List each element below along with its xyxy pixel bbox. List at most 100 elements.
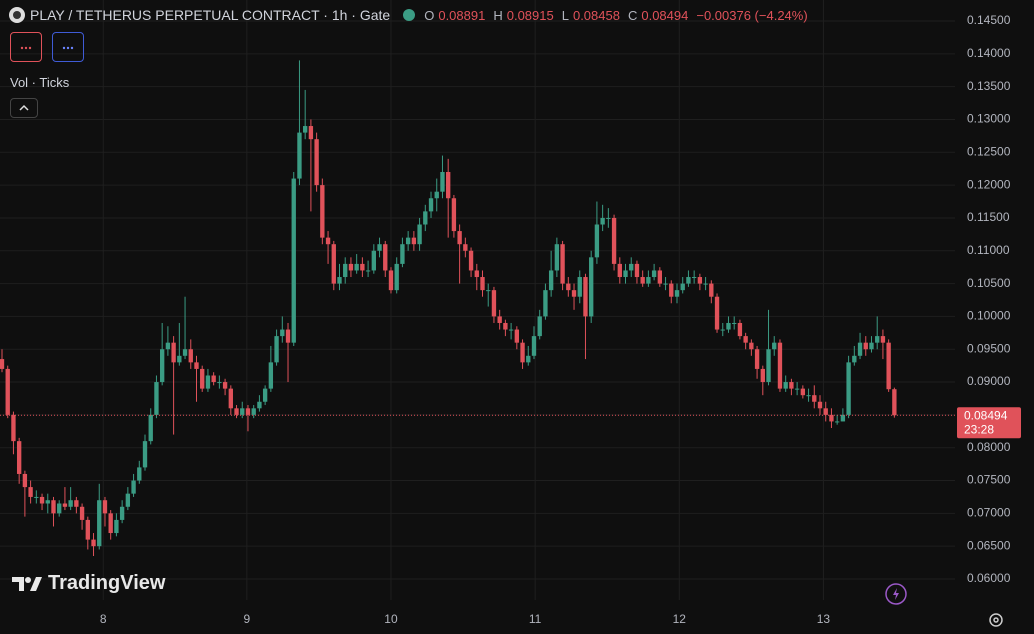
- candle-body: [697, 277, 703, 284]
- candle-body: [646, 277, 651, 284]
- candle-body: [343, 263, 348, 278]
- candle-body: [131, 480, 136, 494]
- candle-body: [611, 217, 617, 264]
- y-tick-label: 0.14000: [967, 46, 1011, 60]
- candle-body: [852, 355, 857, 363]
- candle-body: [411, 237, 417, 245]
- candle-body: [543, 290, 548, 317]
- candle-body: [320, 185, 325, 238]
- last-price-box: [957, 407, 1021, 439]
- candle-body: [840, 414, 846, 422]
- candle-body: [623, 270, 628, 278]
- candle-body: [434, 191, 439, 199]
- y-tick-label: 0.12500: [967, 144, 1011, 158]
- candle-body: [337, 277, 342, 284]
- indicator-button[interactable]: [10, 32, 42, 62]
- candle-body: [200, 368, 205, 389]
- candle-body: [526, 355, 531, 363]
- y-tick-label: 0.11500: [967, 210, 1010, 224]
- candle-body: [34, 496, 39, 498]
- candle-body: [508, 329, 514, 331]
- candle-body: [474, 270, 479, 278]
- candle-body: [5, 368, 10, 415]
- candle-body: [497, 316, 502, 323]
- candle-body: [308, 126, 314, 140]
- candle-body: [377, 244, 382, 251]
- header: PLAY / TETHERUS PERPETUAL CONTRACT · 1h …: [8, 6, 808, 24]
- candle-body: [875, 336, 880, 343]
- candle-body: [388, 270, 394, 291]
- candle-body: [892, 389, 897, 416]
- candle-body: [297, 132, 302, 179]
- candle-body: [600, 217, 605, 225]
- candle-body: [720, 329, 725, 331]
- candle-body: [11, 414, 16, 442]
- candle-body: [789, 382, 794, 389]
- lightning-icon[interactable]: [884, 582, 908, 606]
- candle-body: [291, 178, 296, 343]
- candle-body: [686, 277, 691, 284]
- y-tick-label: 0.10000: [967, 309, 1011, 323]
- candle-body: [51, 500, 56, 514]
- candle-body: [812, 395, 817, 402]
- ohlc-value: 0.08458: [572, 7, 620, 23]
- candle-body: [28, 487, 33, 497]
- candle-body: [451, 198, 457, 232]
- candle-body: [268, 362, 274, 389]
- settings-icon[interactable]: [986, 610, 1006, 630]
- candle-body: [400, 244, 405, 264]
- chevron-icon: [19, 104, 29, 111]
- candle-body: [0, 359, 5, 369]
- candle-body: [423, 211, 428, 225]
- candle-body: [634, 263, 640, 278]
- candle-body: [91, 539, 96, 547]
- candle-body: [125, 493, 131, 507]
- ohlc-value: 0.08891: [438, 7, 486, 23]
- candle-body: [68, 500, 73, 507]
- candle-body: [577, 277, 582, 297]
- watermark-logo: [12, 576, 42, 591]
- candle-body: [703, 283, 708, 285]
- collapse-button[interactable]: [10, 98, 38, 118]
- y-tick-label: 0.13000: [967, 112, 1011, 126]
- candle-body: [314, 139, 319, 186]
- candle-body: [371, 250, 376, 271]
- y-tick-label: 0.06500: [967, 538, 1011, 552]
- candle-body: [280, 329, 285, 337]
- candle-body: [257, 401, 262, 409]
- candle-body: [794, 388, 800, 390]
- candle-body: [589, 257, 594, 317]
- countdown-label: 23:28: [964, 422, 994, 436]
- y-tick-label: 0.13500: [967, 79, 1011, 93]
- indicator-label: Vol · Ticks: [10, 75, 70, 90]
- candle-body: [188, 349, 193, 363]
- candle-body: [651, 270, 657, 278]
- candle-body: [85, 519, 90, 540]
- candle-body: [583, 277, 588, 317]
- candle-body: [194, 362, 199, 369]
- candle-body: [325, 237, 331, 245]
- candle-body: [480, 277, 485, 291]
- candle-body: [806, 395, 811, 397]
- candle-body: [857, 342, 863, 356]
- candle-body: [823, 408, 828, 415]
- candle-body: [234, 408, 239, 415]
- candle-body: [417, 224, 422, 245]
- ohlc-value: 0.08494: [641, 7, 689, 23]
- candle-body: [303, 126, 308, 133]
- candle-body: [531, 336, 537, 356]
- candle-body: [211, 375, 216, 383]
- candle-body: [285, 329, 291, 343]
- candle-body: [691, 277, 697, 279]
- candle-body: [863, 342, 868, 350]
- candle-body: [869, 342, 874, 350]
- candle-body: [663, 283, 668, 285]
- candle-body: [846, 362, 851, 415]
- candle-body: [365, 270, 371, 272]
- logo: [9, 7, 25, 23]
- candle-body: [800, 388, 806, 396]
- candle-body: [749, 342, 754, 350]
- indicator-button[interactable]: [52, 32, 84, 62]
- candle-body: [154, 382, 159, 415]
